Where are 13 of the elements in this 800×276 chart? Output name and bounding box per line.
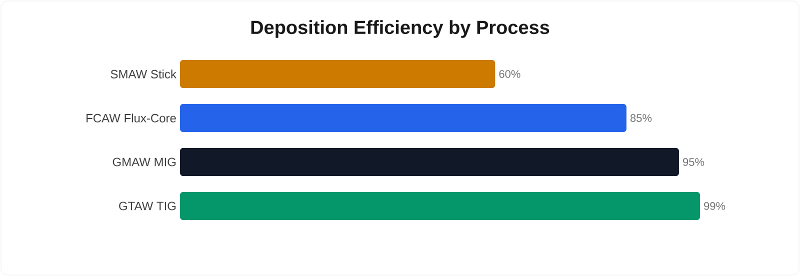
y-tick-label: FCAW Flux-Core bbox=[86, 114, 176, 122]
y-tick-label: GMAW MIG bbox=[112, 158, 176, 166]
bar bbox=[180, 104, 626, 132]
data-label: 99% bbox=[704, 202, 726, 210]
bar bbox=[180, 60, 496, 88]
chart-title: Deposition Efficiency by Process bbox=[251, 20, 550, 38]
data-label: 85% bbox=[630, 114, 652, 122]
data-label: 95% bbox=[683, 158, 704, 166]
bar bbox=[180, 192, 700, 220]
y-tick-label: GTAW TIG bbox=[119, 202, 176, 210]
y-tick-label: SMAW Stick bbox=[110, 70, 176, 78]
bar bbox=[180, 148, 679, 176]
data-label: 60% bbox=[499, 70, 520, 78]
